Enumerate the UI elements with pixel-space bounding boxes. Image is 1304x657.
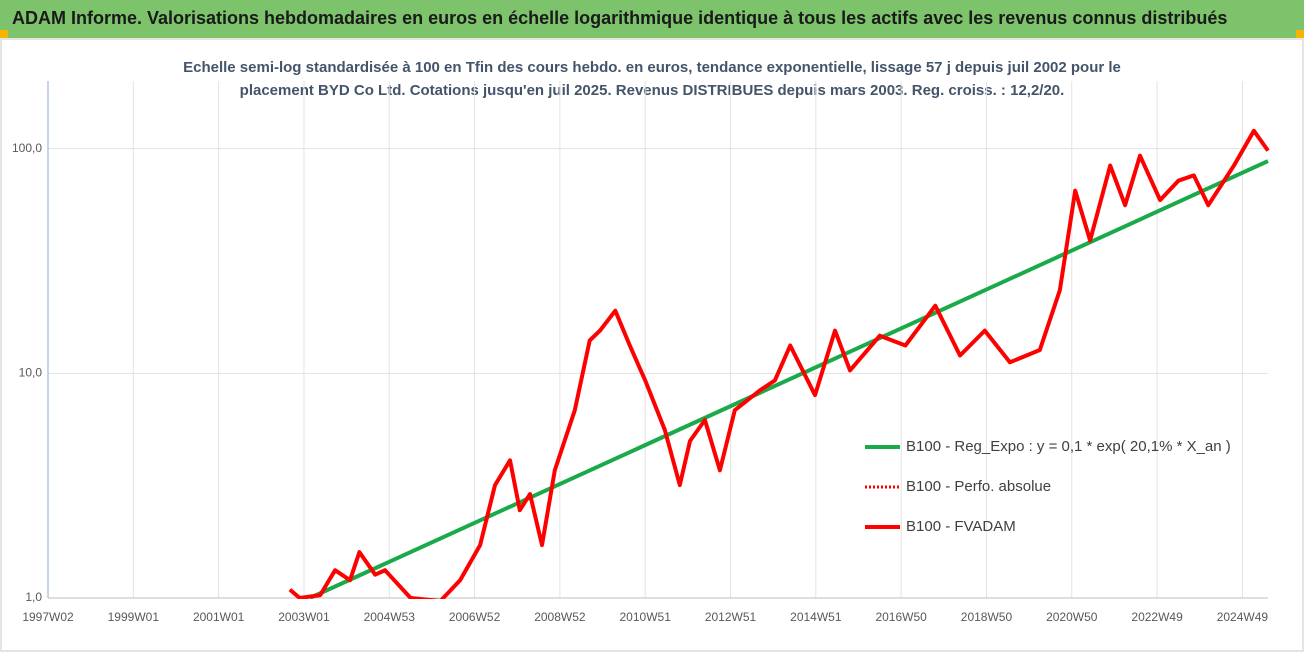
x-tick-label: 2022W49 bbox=[1131, 610, 1183, 624]
chart-title: ADAM Informe. Valorisations hebdomadaire… bbox=[12, 8, 1227, 28]
series-line bbox=[309, 159, 1269, 599]
x-tick-label: 2020W50 bbox=[1046, 610, 1098, 624]
x-tick-label: 2012W51 bbox=[705, 610, 757, 624]
corner bbox=[0, 30, 8, 38]
x-tick-label: 1997W02 bbox=[22, 610, 74, 624]
plot-area bbox=[288, 128, 1270, 599]
y-tick-label: 100,0 bbox=[12, 141, 42, 155]
legend-label: B100 - FVADAM bbox=[906, 518, 1016, 535]
y-tick-label: 1,0 bbox=[25, 590, 42, 604]
x-tick-label: 1999W01 bbox=[108, 610, 160, 624]
x-tick-label: 2016W50 bbox=[875, 610, 927, 624]
header-bar bbox=[0, 0, 1304, 38]
series-line bbox=[289, 129, 1269, 599]
x-tick-label: 2024W49 bbox=[1217, 610, 1269, 624]
x-tick-label: 2018W50 bbox=[961, 610, 1013, 624]
chart-border bbox=[0, 38, 1304, 652]
legend-label: B100 - Perfo. absolue bbox=[906, 478, 1051, 495]
legend-label: B100 - Reg_Expo : y = 0,1 * exp( 20,1% *… bbox=[906, 438, 1231, 455]
x-tick-label: 2001W01 bbox=[193, 610, 245, 624]
chart-subtitle: Echelle semi-log standardisée à 100 en T… bbox=[183, 59, 1121, 76]
x-tick-label: 2010W51 bbox=[620, 610, 672, 624]
x-tick-label: 2004W53 bbox=[364, 610, 416, 624]
y-tick-label: 10,0 bbox=[19, 365, 43, 379]
x-tick-label: 2008W52 bbox=[534, 610, 586, 624]
x-tick-label: 2006W52 bbox=[449, 610, 501, 624]
x-tick-label: 2014W51 bbox=[790, 610, 842, 624]
corner bbox=[1296, 30, 1304, 38]
series-line bbox=[288, 128, 1270, 599]
x-tick-label: 2003W01 bbox=[278, 610, 330, 624]
chart-subtitle: placement BYD Co Ltd. Cotations jusqu'en… bbox=[240, 82, 1065, 99]
